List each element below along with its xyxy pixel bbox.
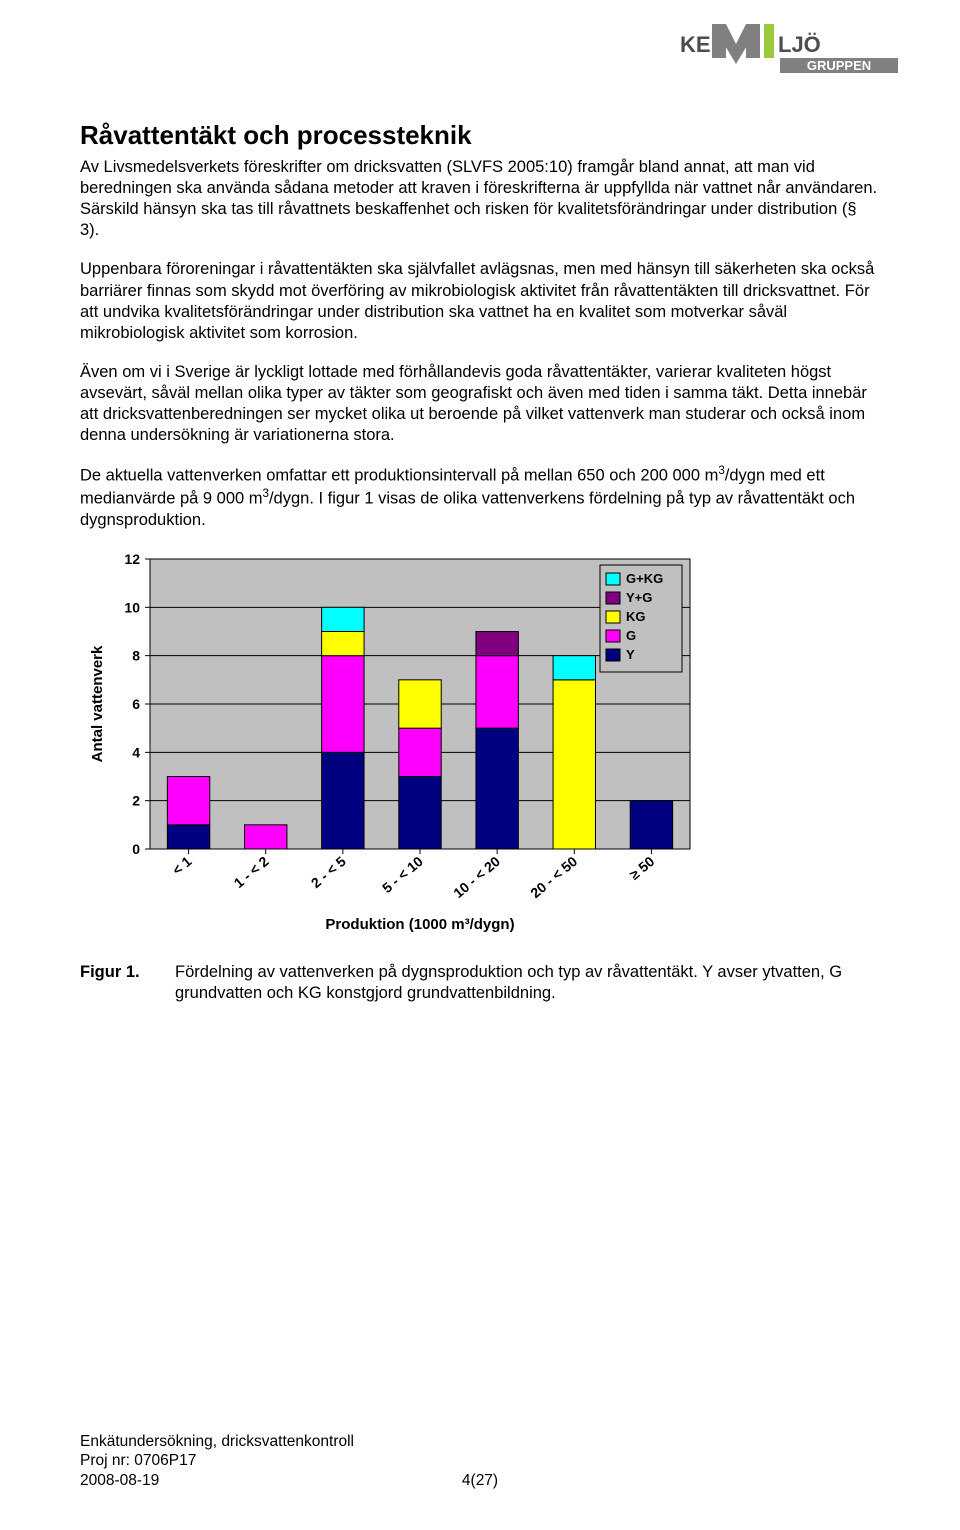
- bar-chart: 0 2 4 6 8 10 12 Antal vattenverk < 1 1 - < 2 2 - <…: [80, 549, 720, 939]
- svg-text:< 1: < 1: [169, 853, 195, 878]
- svg-text:G+KG: G+KG: [626, 571, 663, 586]
- footer-page: 4(27): [0, 1471, 960, 1490]
- logo-i-accent: [764, 24, 774, 58]
- paragraph-3: Även om vi i Sverige är lyckligt lottade…: [80, 362, 880, 446]
- svg-text:KG: KG: [626, 609, 646, 624]
- svg-text:1 - < 2: 1 - < 2: [231, 853, 272, 891]
- svg-text:6: 6: [132, 696, 140, 712]
- svg-text:Y: Y: [626, 647, 635, 662]
- paragraph-4: De aktuella vattenverken omfattar ett pr…: [80, 464, 880, 530]
- paragraph-1: Av Livsmedelsverkets föreskrifter om dri…: [80, 157, 880, 241]
- logo-sub-text: GRUPPEN: [807, 58, 871, 73]
- svg-text:Produktion (1000 m³/dygn): Produktion (1000 m³/dygn): [325, 916, 514, 933]
- paragraph-2: Uppenbara föroreningar i råvattentäkten …: [80, 259, 880, 343]
- figure-label: Figur 1.: [80, 962, 175, 1004]
- footer-line-2: Proj nr: 0706P17: [80, 1452, 196, 1469]
- svg-text:10: 10: [124, 599, 140, 615]
- logo-m-block: [712, 24, 760, 64]
- svg-text:5 - < 10: 5 - < 10: [379, 853, 426, 896]
- figure-caption: Figur 1. Fördelning av vattenverken på d…: [80, 962, 880, 1004]
- brand-logo: KE LJÖ GRUPPEN: [680, 18, 900, 74]
- svg-text:≥ 50: ≥ 50: [626, 853, 657, 883]
- svg-text:0: 0: [132, 841, 140, 857]
- svg-text:2 - < 5: 2 - < 5: [308, 853, 349, 891]
- svg-text:20 - < 50: 20 - < 50: [527, 853, 580, 901]
- svg-text:4: 4: [132, 744, 140, 760]
- logo-right-text: LJÖ: [778, 32, 821, 57]
- page: KE LJÖ GRUPPEN Råvattentäkt och processt…: [0, 0, 960, 1530]
- svg-text:12: 12: [124, 551, 140, 567]
- logo-left-text: KE: [680, 32, 711, 57]
- content-area: Råvattentäkt och processteknik Av Livsme…: [80, 0, 880, 1004]
- svg-text:G: G: [626, 628, 636, 643]
- svg-text:10 - < 20: 10 - < 20: [450, 853, 503, 901]
- footer-line-1: Enkätundersökning, dricksvattenkontroll: [80, 1433, 354, 1450]
- svg-text:2: 2: [132, 792, 140, 808]
- svg-text:Antal vattenverk: Antal vattenverk: [89, 645, 106, 762]
- figure-text: Fördelning av vattenverken på dygnsprodu…: [175, 962, 880, 1004]
- chart-container: 0 2 4 6 8 10 12 Antal vattenverk < 1 1 - < 2 2 - <…: [80, 549, 880, 944]
- svg-text:Y+G: Y+G: [626, 590, 652, 605]
- svg-text:8: 8: [132, 647, 140, 663]
- page-title: Råvattentäkt och processteknik: [80, 120, 880, 151]
